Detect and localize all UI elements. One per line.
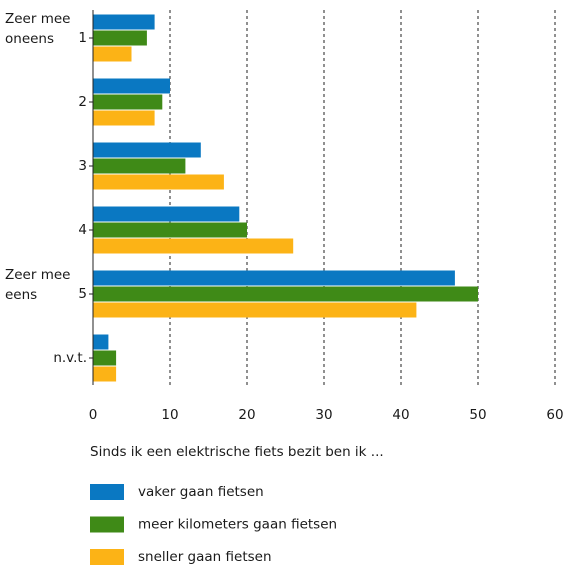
bar [93, 94, 163, 110]
annotation: Zeer mee [5, 267, 70, 283]
legend-label: meer kilometers gaan fietsen [138, 517, 337, 533]
bar [93, 366, 117, 382]
bar [93, 78, 170, 94]
annotation: Zeer mee [5, 11, 70, 27]
legend-swatch [90, 549, 124, 565]
bar [93, 350, 117, 366]
bar [93, 302, 417, 318]
bar [93, 174, 224, 190]
bar [93, 142, 201, 158]
y-tick-label: 3 [78, 158, 87, 174]
bar [93, 206, 240, 222]
x-tick-label: 20 [238, 407, 255, 423]
x-tick-label: 60 [546, 407, 563, 423]
legend-swatch [90, 516, 124, 533]
y-tick-label: n.v.t. [53, 350, 87, 366]
bar [93, 158, 186, 174]
x-tick-label: 40 [392, 407, 409, 423]
bar [93, 286, 478, 302]
x-tick-label: 50 [469, 407, 486, 423]
y-tick-label: 5 [78, 286, 87, 302]
bar [93, 334, 109, 350]
x-axis-label: Sinds ik een elektrische fiets bezit ben… [90, 444, 384, 460]
legend-label: vaker gaan fietsen [138, 484, 264, 500]
bar [93, 14, 155, 30]
x-tick-label: 10 [161, 407, 178, 423]
bar [93, 30, 147, 46]
bar [93, 46, 132, 62]
annotation: eens [5, 287, 37, 303]
x-tick-label: 30 [315, 407, 332, 423]
bar [93, 110, 155, 126]
legend-swatch [90, 484, 124, 500]
y-tick-label: 2 [78, 94, 87, 110]
y-tick-label: 4 [78, 222, 87, 238]
bar [93, 270, 455, 286]
annotation: oneens [5, 31, 54, 47]
bar [93, 222, 247, 238]
bar [93, 238, 294, 254]
legend-label: sneller gaan fietsen [138, 549, 272, 565]
x-tick-label: 0 [89, 407, 98, 423]
y-tick-label: 1 [78, 30, 87, 46]
